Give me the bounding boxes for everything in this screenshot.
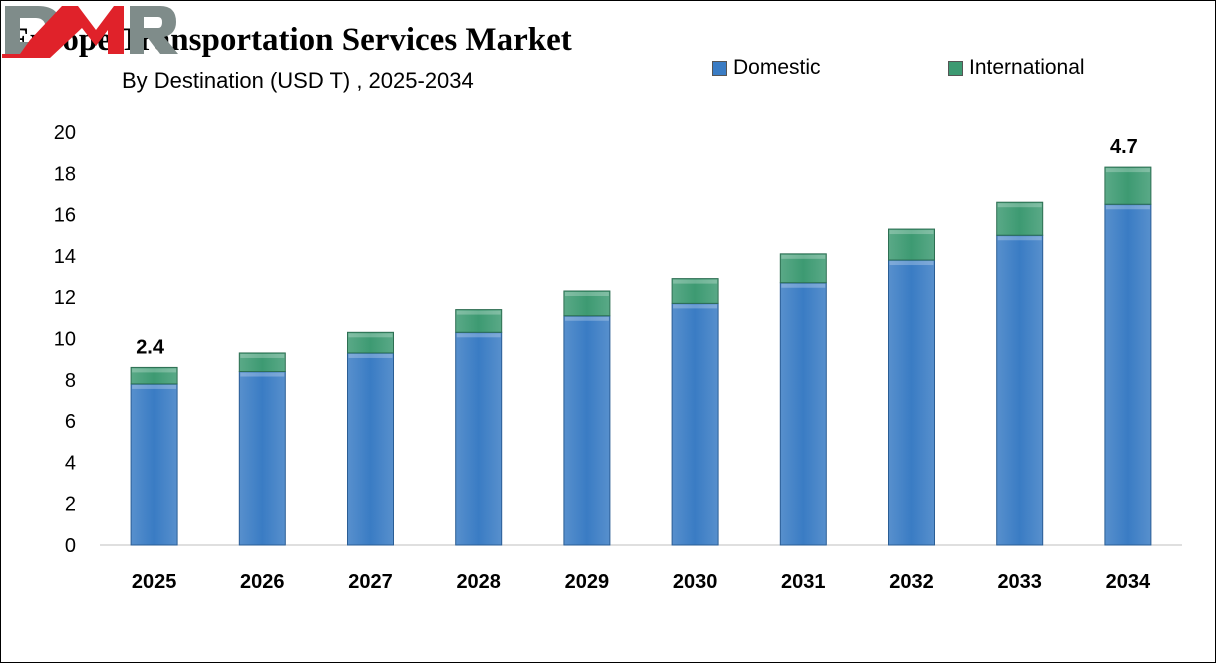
bar-highlight (132, 384, 177, 389)
bar-domestic-2025 (130, 383, 178, 546)
bar-international-2033 (996, 201, 1044, 236)
bar-international-2025 (130, 366, 178, 385)
bar-highlight (240, 353, 285, 358)
bar-highlight (564, 316, 609, 321)
y-tick-label: 14 (54, 246, 76, 268)
bar-highlight (240, 372, 285, 377)
bar-highlight (456, 333, 501, 338)
x-tick-label: 2025 (132, 571, 177, 593)
legend-label-international: International (969, 56, 1085, 79)
chart-subtitle: By Destination (USD T) , 2025-2034 (122, 68, 474, 93)
bar-highlight (781, 254, 826, 259)
bar-highlight (997, 203, 1042, 208)
y-tick-label: 0 (65, 535, 76, 557)
bar-domestic-2028 (455, 331, 503, 546)
data-label-2025: 2.4 (136, 336, 165, 358)
x-tick-label: 2033 (997, 571, 1042, 593)
x-tick-label: 2029 (565, 571, 610, 593)
bar-international-2026 (238, 352, 286, 373)
bar-highlight (997, 236, 1042, 241)
legend-swatch-domestic (712, 60, 727, 76)
bar-highlight (889, 261, 934, 266)
bar-domestic-2026 (238, 371, 286, 546)
y-tick-label: 10 (54, 329, 76, 351)
bar-highlight (348, 333, 393, 338)
y-tick-label: 20 (54, 122, 76, 144)
legend-item-domestic: Domestic (712, 56, 821, 80)
y-tick-label: 6 (65, 411, 76, 433)
y-tick-label: 8 (65, 370, 76, 392)
x-tick-label: 2028 (456, 571, 501, 593)
bar-domestic-2034 (1104, 203, 1152, 546)
x-tick-label: 2030 (673, 571, 718, 593)
y-tick-label: 18 (54, 163, 76, 185)
y-tick-label: 16 (54, 205, 76, 227)
legend-label-domestic: Domestic (733, 56, 821, 79)
bar-domestic-2029 (563, 315, 611, 546)
bar-international-2031 (779, 253, 827, 284)
bar-international-2030 (671, 278, 719, 304)
bar-highlight (673, 279, 718, 284)
bar-highlight (781, 283, 826, 288)
bar-highlight (564, 292, 609, 297)
bar-domestic-2032 (888, 259, 935, 546)
legend-swatch-international (948, 60, 963, 76)
bar-domestic-2027 (347, 352, 394, 546)
bar-international-2027 (347, 331, 394, 354)
bar-highlight (456, 310, 501, 315)
legend-item-international: International (948, 56, 1085, 80)
y-tick-label: 2 (65, 494, 76, 516)
x-tick-label: 2027 (348, 571, 393, 593)
y-tick-label: 12 (54, 287, 76, 309)
bar-highlight (889, 230, 934, 235)
x-tick-label: 2032 (889, 571, 934, 593)
bar-international-2032 (888, 228, 935, 261)
y-tick-label: 4 (65, 452, 76, 474)
x-tick-label: 2034 (1106, 571, 1151, 593)
bar-highlight (348, 353, 393, 358)
bar-international-2028 (455, 309, 503, 333)
bar-highlight (673, 304, 718, 309)
bar-highlight (1105, 205, 1150, 210)
bar-international-2029 (563, 290, 611, 317)
bar-highlight (132, 368, 177, 373)
bar-domestic-2030 (671, 302, 719, 546)
x-tick-label: 2026 (240, 571, 285, 593)
bar-highlight (1105, 168, 1150, 173)
x-tick-label: 2031 (781, 571, 826, 593)
bar-domestic-2031 (779, 282, 827, 546)
data-label-2034: 4.7 (1110, 136, 1138, 158)
bar-international-2034 (1104, 166, 1152, 205)
bar-domestic-2033 (996, 234, 1044, 546)
dmr-logo (2, 6, 178, 58)
